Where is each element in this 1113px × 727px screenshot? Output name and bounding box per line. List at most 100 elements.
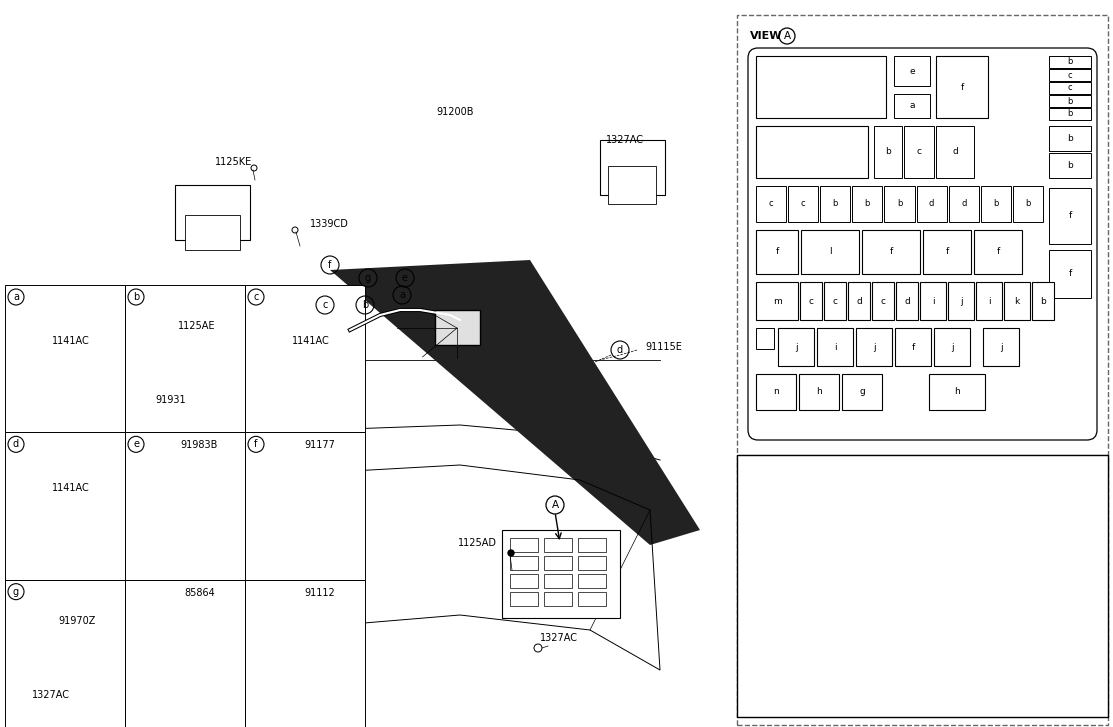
Bar <box>502 530 620 618</box>
Text: 18791: 18791 <box>804 476 834 486</box>
Text: n: n <box>758 703 765 713</box>
Text: m: m <box>772 297 781 305</box>
Bar <box>817 328 853 366</box>
Text: c: c <box>833 297 837 305</box>
Bar <box>737 490 786 507</box>
FancyBboxPatch shape <box>748 48 1097 440</box>
Bar <box>1013 186 1043 222</box>
Text: k: k <box>1014 297 1020 305</box>
Bar <box>737 560 786 577</box>
Text: j: j <box>760 633 762 643</box>
Bar <box>544 556 572 570</box>
Text: l: l <box>829 247 831 257</box>
Bar <box>786 647 853 664</box>
Bar <box>1048 69 1091 81</box>
Text: 1327AC: 1327AC <box>605 135 644 145</box>
Bar <box>894 94 930 118</box>
Text: 95220A: 95220A <box>800 563 837 574</box>
Text: b: b <box>362 300 368 310</box>
Text: c: c <box>801 199 806 209</box>
Text: f: f <box>1068 270 1072 278</box>
Bar <box>786 682 853 699</box>
Text: 1339CD: 1339CD <box>311 219 348 229</box>
Text: 91983B: 91983B <box>180 441 218 450</box>
Text: b: b <box>1067 57 1073 66</box>
Text: c: c <box>323 300 327 310</box>
Text: FUSE-SLOW BLOW 30A: FUSE-SLOW BLOW 30A <box>857 581 968 591</box>
Text: 1141AC: 1141AC <box>52 483 90 494</box>
Bar <box>756 282 798 320</box>
Bar <box>895 328 930 366</box>
Polygon shape <box>329 260 700 545</box>
Text: a: a <box>758 476 765 486</box>
Text: f: f <box>945 247 948 257</box>
Bar <box>737 595 786 612</box>
Bar <box>737 664 786 682</box>
Bar <box>853 525 1109 542</box>
Bar <box>861 230 920 274</box>
Bar <box>756 126 868 178</box>
Text: 18980J: 18980J <box>801 494 836 504</box>
Text: 99105: 99105 <box>804 703 834 713</box>
Text: h: h <box>758 598 765 608</box>
Bar <box>894 56 930 86</box>
Text: 91826: 91826 <box>804 616 834 626</box>
Text: 18980D: 18980D <box>799 529 838 539</box>
Text: FUSE-MIN 15A: FUSE-MIN 15A <box>857 511 926 521</box>
Bar <box>801 230 859 274</box>
Text: c: c <box>758 511 764 521</box>
Bar <box>737 577 786 595</box>
Text: g: g <box>13 587 19 597</box>
Text: 1327AC: 1327AC <box>31 690 70 699</box>
Text: b: b <box>1025 199 1031 209</box>
Bar <box>737 682 786 699</box>
Text: 1125AE: 1125AE <box>178 321 216 332</box>
Bar <box>948 282 974 320</box>
Text: VIEW: VIEW <box>750 31 782 41</box>
Bar <box>737 699 786 717</box>
Text: 99100D: 99100D <box>799 598 838 608</box>
Bar <box>853 577 1109 595</box>
Bar <box>1048 250 1091 298</box>
Bar <box>871 282 894 320</box>
Text: h: h <box>954 387 959 396</box>
Text: f: f <box>328 260 332 270</box>
Bar <box>4 285 125 433</box>
Text: FUSE-SLOW BLOW 20A: FUSE-SLOW BLOW 20A <box>857 703 968 713</box>
Text: b: b <box>1067 161 1073 170</box>
Bar <box>786 507 853 525</box>
Bar <box>788 186 818 222</box>
Bar <box>981 186 1011 222</box>
Bar <box>4 579 125 727</box>
Text: 1125AD: 1125AD <box>459 538 498 548</box>
Bar <box>843 374 881 410</box>
Text: d: d <box>13 439 19 449</box>
Text: c: c <box>1067 84 1072 92</box>
Text: d: d <box>952 148 958 156</box>
Text: e: e <box>909 66 915 76</box>
Text: m: m <box>757 686 766 696</box>
Text: b: b <box>833 199 838 209</box>
Bar <box>737 542 786 560</box>
Text: A: A <box>551 500 559 510</box>
Text: 91115E: 91115E <box>646 342 682 352</box>
Bar <box>853 682 1109 699</box>
Text: b: b <box>758 494 765 504</box>
Text: c: c <box>916 148 922 156</box>
Text: g: g <box>758 581 765 591</box>
Text: 1141AC: 1141AC <box>292 336 329 346</box>
Bar <box>737 630 786 647</box>
Text: PNC: PNC <box>807 459 830 469</box>
Bar <box>948 186 978 222</box>
Text: f: f <box>961 82 964 92</box>
Text: i: i <box>834 342 836 351</box>
Text: l: l <box>760 668 762 678</box>
Bar <box>608 166 656 204</box>
Text: a: a <box>909 102 915 111</box>
Bar <box>737 473 786 490</box>
Text: 91931: 91931 <box>156 395 186 405</box>
Bar <box>853 455 1109 473</box>
Text: b: b <box>132 292 139 302</box>
Text: d: d <box>904 297 909 305</box>
Bar <box>786 577 853 595</box>
